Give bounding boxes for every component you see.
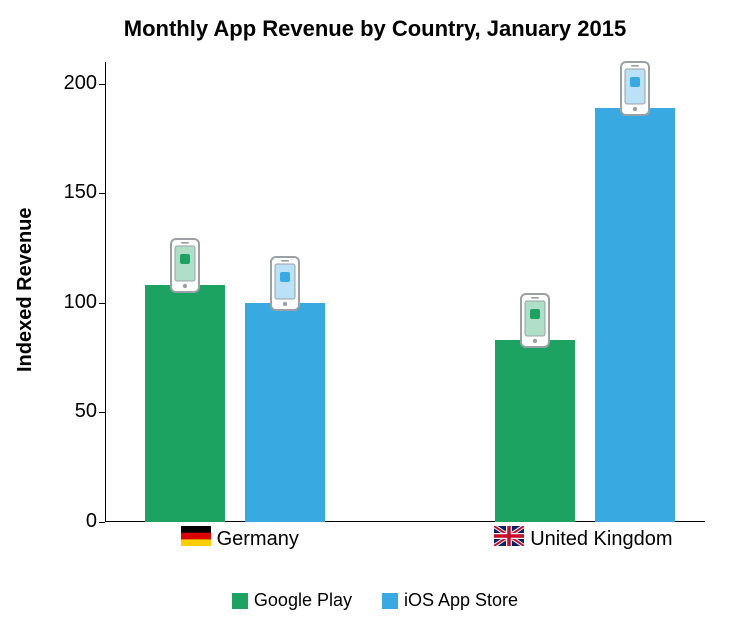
legend-item-ios: iOS App Store xyxy=(382,590,518,611)
bar xyxy=(495,340,575,522)
x-category-text: United Kingdom xyxy=(530,528,672,551)
phone-icon xyxy=(515,293,555,348)
legend-label-ios: iOS App Store xyxy=(404,590,518,611)
chart-container: Monthly App Revenue by Country, January … xyxy=(0,0,750,633)
germany-flag-icon xyxy=(181,526,211,552)
x-category-text: Germany xyxy=(217,528,299,551)
bar xyxy=(145,285,225,522)
bar xyxy=(245,303,325,522)
phone-icon xyxy=(615,61,655,116)
y-tick-mark xyxy=(99,522,105,523)
plot-area xyxy=(105,62,705,522)
y-tick-label: 100 xyxy=(47,291,97,314)
x-category-label: United Kingdom xyxy=(494,526,672,552)
legend: Google Play iOS App Store xyxy=(0,590,750,611)
legend-swatch-google-play xyxy=(232,593,248,609)
y-axis-line xyxy=(105,62,106,522)
y-tick-label: 0 xyxy=(47,510,97,533)
bar xyxy=(595,108,675,522)
y-axis-label: Indexed Revenue xyxy=(14,207,37,372)
legend-item-google-play: Google Play xyxy=(232,590,352,611)
x-category-label: Germany xyxy=(181,526,299,552)
y-tick-label: 50 xyxy=(47,400,97,423)
y-tick-label: 150 xyxy=(47,181,97,204)
legend-swatch-ios xyxy=(382,593,398,609)
chart-title: Monthly App Revenue by Country, January … xyxy=(0,16,750,42)
y-tick-label: 200 xyxy=(47,72,97,95)
uk-flag-icon xyxy=(494,526,524,552)
phone-icon xyxy=(165,238,205,293)
legend-label-google-play: Google Play xyxy=(254,590,352,611)
phone-icon xyxy=(265,256,305,311)
